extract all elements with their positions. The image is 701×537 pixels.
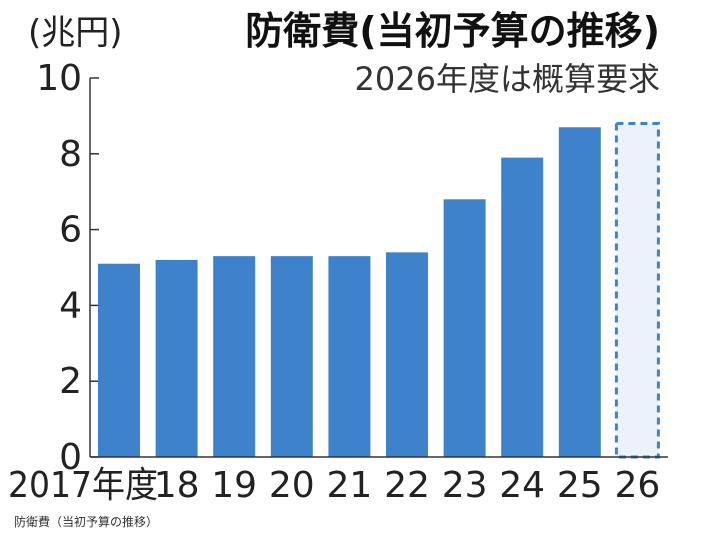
y-tick-label: 8: [59, 134, 82, 175]
y-tick-label: 10: [36, 58, 82, 99]
bar-22: [386, 252, 428, 457]
y-tick-label: 2: [59, 361, 82, 402]
figure-caption: 防衛費（当初予算の推移）: [14, 515, 159, 529]
x-tick-label: 26: [614, 465, 660, 506]
x-tick-label: 20: [269, 465, 315, 506]
x-tick-label: 19: [211, 465, 257, 506]
bar-estimate-26: [614, 121, 660, 459]
bar-25: [558, 127, 601, 458]
bar-19: [213, 256, 256, 457]
chart-subtitle: 2026年度は概算要求: [355, 60, 660, 98]
bar-18: [155, 259, 198, 457]
bar-20: [270, 256, 313, 457]
bar-2017年度: [98, 263, 140, 457]
x-tick-label: 18: [154, 465, 200, 506]
x-tick-label: 2017年度: [8, 465, 158, 506]
x-tick-label: 23: [442, 465, 488, 506]
bar-24: [501, 157, 544, 457]
chart-title: 防衛費(当初予算の推移): [245, 9, 660, 53]
bar-23: [443, 199, 486, 457]
bars: [98, 121, 660, 459]
x-tick-label: 22: [384, 465, 430, 506]
y-tick-label: 4: [59, 285, 82, 326]
bar-21: [328, 256, 371, 457]
y-unit-label: (兆円): [28, 13, 123, 53]
y-axis: 0 2 4 6 8 10: [36, 58, 99, 478]
x-tick-label: 21: [326, 465, 372, 506]
x-tick-label: 24: [499, 465, 545, 506]
y-tick-label: 0: [59, 437, 82, 478]
x-tick-label: 25: [557, 465, 603, 506]
y-tick-label: 6: [59, 210, 82, 251]
